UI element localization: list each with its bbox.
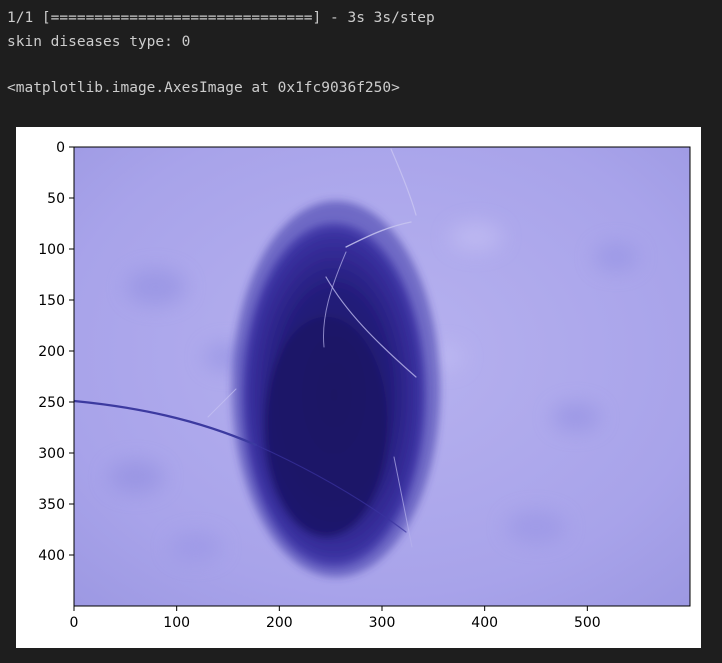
y-tick-label: 0 <box>56 140 65 156</box>
y-tick-label: 250 <box>38 395 65 411</box>
y-tick-label: 300 <box>38 446 65 462</box>
repr-line: <matplotlib.image.AxesImage at 0x1fc9036… <box>7 80 400 96</box>
prediction-line: skin diseases type: 0 <box>7 34 191 50</box>
y-tick-label: 200 <box>38 344 65 360</box>
y-tick-label: 400 <box>38 548 65 564</box>
x-tick-label: 100 <box>163 615 190 631</box>
x-tick-label: 200 <box>266 615 293 631</box>
figure-output: 0 100 200 300 400 500 0 50 100 150 200 250 300 350 40… <box>16 127 701 648</box>
y-tick-label: 100 <box>38 242 65 258</box>
x-tick-label: 300 <box>369 615 396 631</box>
y-axis: 0 50 100 150 200 250 300 350 400 <box>38 140 74 564</box>
y-tick-label: 50 <box>47 191 65 207</box>
image-plot: 0 100 200 300 400 500 0 50 100 150 200 250 300 350 40… <box>38 140 691 631</box>
y-tick-label: 150 <box>38 293 65 309</box>
x-tick-label: 400 <box>471 615 498 631</box>
x-axis: 0 100 200 300 400 500 <box>70 606 601 631</box>
progress-line: 1/1 [==============================] - 3… <box>7 10 435 26</box>
x-tick-label: 500 <box>574 615 601 631</box>
x-tick-label: 0 <box>70 615 79 631</box>
y-tick-label: 350 <box>38 497 65 513</box>
skin-lesion-image <box>74 147 690 606</box>
